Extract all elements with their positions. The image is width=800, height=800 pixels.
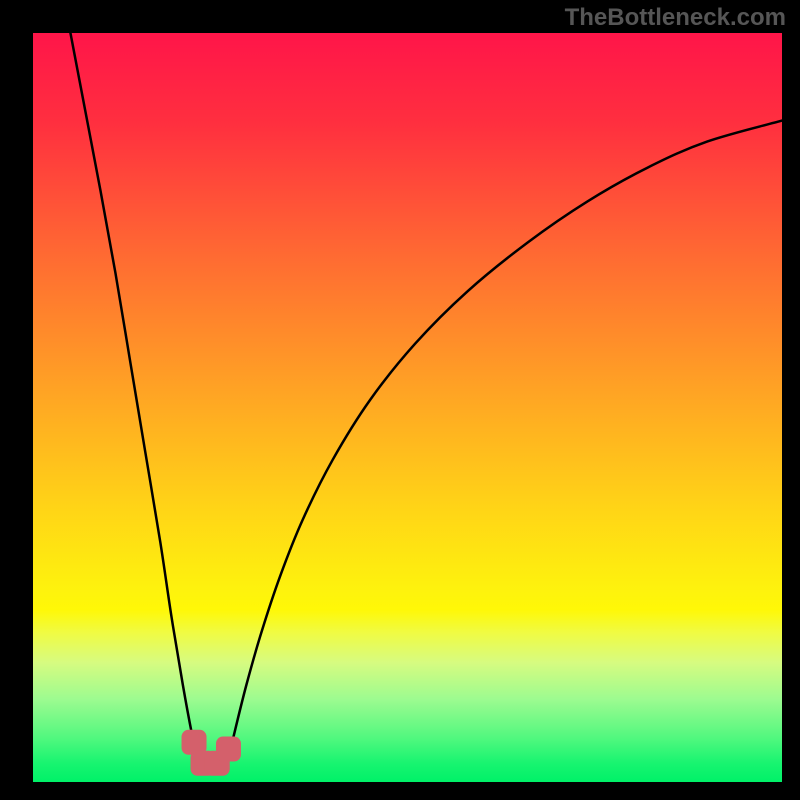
frame-border-right bbox=[782, 0, 800, 800]
gradient-background bbox=[33, 33, 782, 782]
frame-border-left bbox=[0, 0, 33, 800]
frame-border-bottom bbox=[0, 782, 800, 800]
marker-point bbox=[216, 737, 241, 762]
watermark-text: TheBottleneck.com bbox=[565, 4, 786, 32]
chart-svg bbox=[33, 33, 782, 782]
chart-area bbox=[33, 33, 782, 782]
